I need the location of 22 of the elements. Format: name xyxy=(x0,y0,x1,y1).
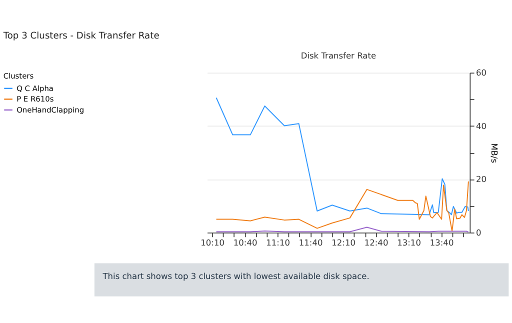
x-tick-label: 12:40 xyxy=(364,237,388,248)
chart-subtitle: Disk Transfer Rate xyxy=(300,50,376,61)
text: Top 3 Clusters - Disk Transfer Rate xyxy=(2,32,160,42)
line-series xyxy=(216,180,469,232)
legend-label: P E R610s xyxy=(16,94,54,104)
y-tick-label: 40 xyxy=(476,120,486,131)
y-tick-label: 20 xyxy=(476,174,486,184)
x-tick-label: 11:40 xyxy=(298,237,323,248)
y-tick-label: 60 xyxy=(476,68,486,78)
text: This chart shows top 3 clusters with lowest available disk space. xyxy=(102,270,370,281)
x-tick-label: 12:10 xyxy=(332,237,356,248)
x-tick-label: 13:40 xyxy=(430,237,454,248)
legend-label: Q C Alpha xyxy=(16,84,54,93)
y-axis-title: MB/s xyxy=(489,143,500,164)
x-tick-label: 10:10 xyxy=(200,237,224,248)
x-tick-label: 11:10 xyxy=(266,237,290,248)
y-tick-label: 0 xyxy=(476,227,482,238)
x-tick-label: 10:40 xyxy=(233,237,258,248)
legend-label: OneHandClapping xyxy=(16,105,84,114)
line-series xyxy=(216,97,469,216)
x-tick-label: 13:10 xyxy=(397,237,421,248)
legend-title: Clusters xyxy=(3,71,34,80)
